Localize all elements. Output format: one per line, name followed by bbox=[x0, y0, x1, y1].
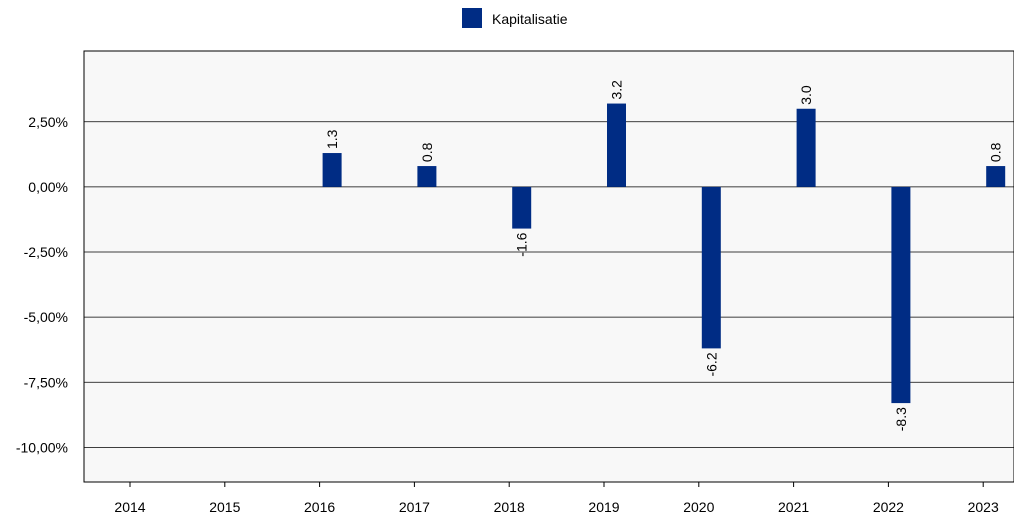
x-tick-label: 2016 bbox=[304, 499, 335, 515]
y-tick-label: -7,50% bbox=[24, 374, 68, 390]
data-label: 1.3 bbox=[324, 129, 340, 149]
data-label: 3.2 bbox=[609, 80, 625, 100]
bar bbox=[986, 166, 1006, 187]
x-tick-label: 2023 bbox=[968, 499, 999, 515]
data-label: -1.6 bbox=[514, 232, 530, 256]
y-tick-label: -5,00% bbox=[24, 309, 68, 325]
data-label: -8.3 bbox=[893, 407, 909, 431]
bar bbox=[322, 153, 342, 187]
legend-swatch bbox=[462, 8, 482, 28]
x-tick-label: 2015 bbox=[209, 499, 240, 515]
y-axis: 2,50% 0,00% -2,50% -5,00% -7,50% -10,00% bbox=[16, 114, 68, 456]
plot-area bbox=[83, 50, 1014, 483]
legend-label: Kapitalisatie bbox=[492, 11, 568, 27]
x-tick-label: 2018 bbox=[494, 499, 525, 515]
bars bbox=[322, 103, 1006, 404]
bar bbox=[796, 108, 816, 187]
x-tick-label: 2014 bbox=[114, 499, 145, 515]
y-tick-label: 0,00% bbox=[28, 179, 68, 195]
y-tick-label: -2,50% bbox=[24, 244, 68, 260]
x-tick-label: 2017 bbox=[399, 499, 430, 515]
x-tick-label: 2022 bbox=[873, 499, 904, 515]
x-tick-label: 2020 bbox=[683, 499, 714, 515]
x-axis: 2014 2015 2016 2017 2018 2019 2020 2021 2022 2023 bbox=[114, 482, 999, 515]
gridlines bbox=[84, 121, 1014, 448]
data-label: 3.0 bbox=[798, 85, 814, 105]
x-tick-label: 2021 bbox=[778, 499, 809, 515]
data-label: 0.8 bbox=[419, 142, 435, 162]
x-tick-label: 2019 bbox=[588, 499, 619, 515]
bar bbox=[701, 186, 721, 349]
bar bbox=[512, 186, 532, 229]
data-label: -6.2 bbox=[703, 352, 719, 376]
data-label: 0.8 bbox=[988, 142, 1004, 162]
data-labels: 1.3 0.8 -1.6 3.2 -6.2 3.0 -8.3 0.8 bbox=[324, 80, 1004, 431]
bar bbox=[891, 186, 911, 404]
bar bbox=[417, 166, 437, 187]
y-tick-label: -10,00% bbox=[16, 439, 68, 455]
bar bbox=[607, 103, 626, 187]
y-tick-label: 2,50% bbox=[28, 114, 68, 130]
legend: Kapitalisatie bbox=[462, 8, 568, 28]
